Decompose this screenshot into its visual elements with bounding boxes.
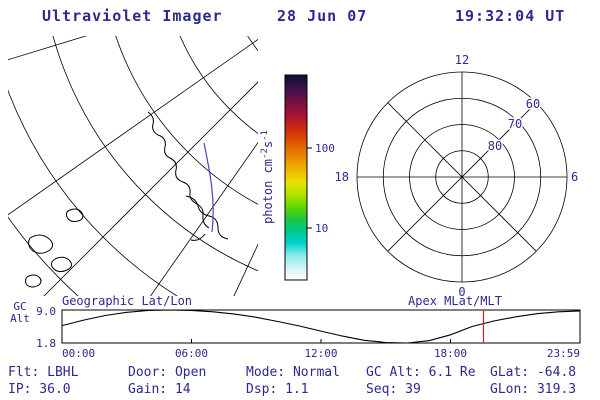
- colorbar: 100 10 photon cm-2s-1: [260, 74, 335, 281]
- x-tick-label-1800: 18:00: [434, 347, 467, 360]
- gc-alt-ylabel-line2: Alt: [10, 312, 30, 325]
- status-ip: IP: 36.0: [8, 382, 71, 397]
- date-label: 28 Jun 07: [277, 7, 367, 25]
- mlt-label-12: 12: [455, 53, 469, 67]
- status-seq: Seq: 39: [366, 382, 421, 397]
- mlat-label-70: 70: [508, 117, 522, 131]
- colorbar-unit-label: photon cm-2s-1: [260, 130, 275, 224]
- x-tick-label-0000: 00:00: [62, 347, 95, 360]
- coastlines: [25, 111, 229, 288]
- unit-base: photon cm: [261, 159, 275, 224]
- status-dsp: Dsp: 1.1: [246, 382, 309, 397]
- mlt-label-0: 0: [458, 285, 465, 299]
- status-gain: Gain: 14: [128, 382, 191, 397]
- mlt-label-6: 6: [571, 170, 578, 184]
- x-tick-label-1200: 12:00: [304, 347, 337, 360]
- gc-alt-strip-chart: GC Alt 9.0 1.8 00:00 06:00 12:00 18:00 2…: [10, 300, 581, 360]
- gc-alt-curve: [61, 309, 581, 344]
- mlt-label-18: 18: [335, 170, 349, 184]
- status-gc-alt: GC Alt: 6.1 Re: [366, 365, 476, 380]
- colorbar-gradient: [284, 74, 308, 281]
- time-label: 19:32:04 UT: [455, 7, 565, 25]
- unit-sup-2: -1: [260, 130, 270, 141]
- x-tick-label-0600: 06:00: [175, 347, 208, 360]
- mlat-label-80: 80: [488, 139, 502, 153]
- unit-base-2: s: [261, 141, 275, 148]
- unit-sup-1: -2: [260, 148, 270, 159]
- colorbar-tick-label-10: 10: [315, 222, 328, 235]
- strip-chart-frame: [61, 309, 581, 344]
- polar-plot: 12 18 6 0 60 70 80: [335, 53, 579, 299]
- gc-alt-ylabel-line1: GC: [13, 300, 26, 313]
- map-caption: Geographic Lat/Lon: [62, 294, 192, 308]
- status-glat: GLat: -64.8: [490, 365, 576, 380]
- y-tick-min: 1.8: [36, 337, 56, 350]
- status-glon: GLon: 319.3: [490, 382, 576, 397]
- polar-caption: Apex MLat/MLT: [408, 294, 502, 308]
- terminator-line: [203, 142, 214, 233]
- status-door: Door: Open: [128, 365, 206, 380]
- status-flt: Flt: LBHL: [8, 365, 79, 380]
- x-tick-label-2359: 23:59: [547, 347, 580, 360]
- app-title: Ultraviolet Imager: [42, 7, 223, 25]
- colorbar-tick-label-100: 100: [315, 142, 335, 155]
- status-mode: Mode: Normal: [246, 365, 340, 380]
- mlat-label-60: 60: [526, 97, 540, 111]
- status-bar: Flt: LBHL Door: Open Mode: Normal GC Alt…: [8, 365, 576, 397]
- y-tick-max: 9.0: [36, 305, 56, 318]
